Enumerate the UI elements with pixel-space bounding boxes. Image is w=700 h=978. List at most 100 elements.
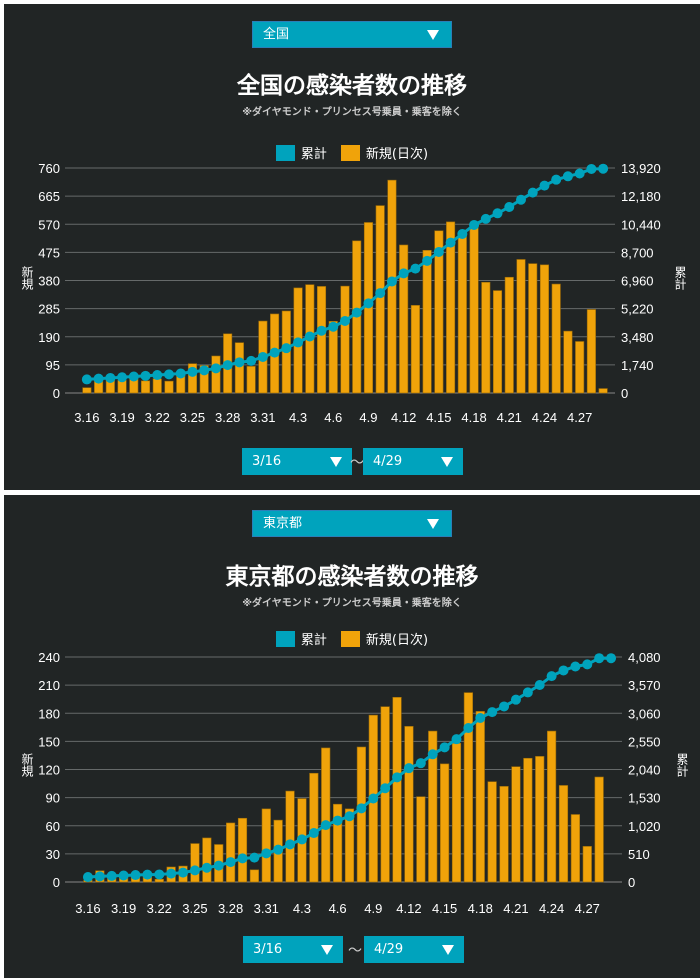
x-axis-tick-label: 4.6	[324, 410, 342, 425]
legend-swatch-cumulative[interactable]	[275, 144, 295, 161]
daily-bar	[422, 250, 432, 394]
cumulative-point	[293, 337, 304, 348]
cumulative-point	[546, 671, 557, 682]
legend-swatch-daily[interactable]	[340, 630, 360, 647]
right-axis-tick-label: 1,020	[628, 819, 661, 834]
cumulative-point	[225, 857, 236, 868]
range-separator: ～	[348, 943, 362, 959]
cumulative-point	[606, 653, 617, 664]
right-axis-tick-label: 12,180	[621, 189, 661, 204]
cumulative-point	[175, 368, 186, 379]
right-axis-tick-label: 1,530	[628, 791, 661, 806]
left-axis-tick-label: 0	[53, 875, 60, 890]
daily-bar	[285, 790, 295, 883]
x-axis-tick-label: 4.18	[461, 410, 486, 425]
cumulative-point	[469, 219, 480, 230]
x-axis-tick-label: 3.19	[111, 901, 136, 916]
legend-swatch-cumulative[interactable]	[275, 630, 295, 647]
cumulative-point	[213, 860, 224, 871]
cumulative-point	[140, 370, 151, 381]
chart-title: 全国の感染者数の推移	[237, 73, 467, 99]
daily-bar	[582, 846, 592, 883]
cumulative-point	[118, 870, 129, 881]
x-axis-tick-label: 3.16	[75, 901, 100, 916]
cumulative-point	[234, 357, 245, 368]
x-axis-tick-label: 4.21	[503, 901, 528, 916]
cumulative-point	[81, 374, 92, 385]
daily-bar	[428, 730, 438, 883]
cumulative-point	[222, 360, 233, 371]
left-axis-tick-label: 120	[38, 763, 60, 778]
region-select[interactable]: 全国	[252, 21, 452, 48]
end-date-select[interactable]: 4/29	[364, 936, 464, 963]
left-axis-tick-label: 190	[38, 330, 60, 345]
left-axis-tick-label: 95	[46, 358, 60, 373]
cumulative-point	[210, 363, 221, 374]
chart-plot: 0 0 30 510 60 1,020 90 1,530 120 2,040 150 2,550 180…	[38, 650, 661, 916]
region-select-value: 全国	[263, 27, 290, 42]
daily-bar	[457, 234, 467, 394]
national-chart-panel: 全国 全国の感染者数の推移 ※ダイヤモンド・プリンセス号乗員・乗客を除く 累計 …	[4, 4, 700, 490]
cumulative-point	[285, 839, 296, 850]
right-axis-tick-label: 13,920	[621, 161, 661, 176]
daily-bar	[440, 763, 450, 883]
x-axis-tick-label: 4.24	[539, 901, 564, 916]
legend: 累計 新規(日次)	[4, 629, 700, 648]
region-select[interactable]: 東京都	[252, 510, 452, 537]
cumulative-point	[269, 347, 280, 358]
legend-swatch-daily[interactable]	[340, 144, 360, 161]
daily-bar	[152, 378, 162, 394]
cumulative-point	[439, 742, 450, 753]
end-date-select[interactable]: 4/29	[363, 448, 463, 475]
legend-label-daily[interactable]: 新規(日次)	[365, 147, 429, 162]
cumulative-point	[598, 163, 609, 174]
cumulative-point	[340, 315, 350, 326]
right-axis-tick-label: 5,220	[621, 302, 654, 317]
cumulative-point	[582, 659, 593, 670]
daily-bar	[551, 283, 561, 394]
daily-bar	[404, 726, 414, 883]
right-axis-tick-label: 8,700	[621, 245, 654, 260]
x-axis-tick-label: 4.15	[432, 901, 457, 916]
daily-bar	[434, 230, 444, 394]
right-axis-tick-label: 3,060	[628, 706, 661, 721]
daily-bar	[261, 808, 271, 883]
cumulative-point	[522, 687, 533, 698]
cumulative-point	[415, 758, 426, 769]
daily-bar	[344, 808, 355, 883]
x-axis-tick-label: 4.18	[468, 901, 493, 916]
start-date-select[interactable]: 3/16	[242, 448, 352, 475]
cumulative-point	[94, 871, 105, 882]
legend-label-cumulative[interactable]: 累計	[300, 633, 327, 648]
left-axis-tick-label: 760	[38, 161, 60, 176]
legend-label-cumulative[interactable]: 累計	[300, 147, 327, 162]
daily-bar	[164, 380, 174, 394]
daily-bar	[463, 692, 473, 883]
cumulative-point	[386, 276, 397, 287]
cumulative-point	[422, 255, 433, 266]
dropdown-arrow-icon	[427, 519, 439, 529]
cumulative-point	[558, 665, 569, 676]
range-separator: ～	[350, 455, 364, 471]
dropdown-arrow-icon	[441, 457, 453, 467]
right-axis-tick-label: 0	[621, 386, 628, 401]
cumulative-point	[562, 171, 573, 182]
daily-bar	[234, 342, 244, 394]
x-axis-tick-label: 3.28	[215, 410, 240, 425]
daily-bar	[340, 285, 350, 394]
x-axis-tick-label: 4.9	[364, 901, 382, 916]
cumulative-point	[403, 763, 414, 774]
right-axis-tick-label: 1,740	[621, 358, 654, 373]
left-axis-tick-label: 30	[46, 847, 60, 862]
legend-label-daily[interactable]: 新規(日次)	[365, 633, 429, 648]
cumulative-point	[351, 307, 362, 318]
start-date-select[interactable]: 3/16	[243, 936, 343, 963]
cumulative-point	[510, 694, 521, 705]
right-axis-tick-label: 4,080	[628, 650, 661, 665]
dropdown-arrow-icon	[321, 945, 333, 955]
x-axis-tick-label: 3.19	[109, 410, 134, 425]
daily-bar	[356, 746, 366, 883]
cumulative-point	[463, 723, 474, 734]
chart-subtitle: ※ダイヤモンド・プリンセス号乗員・乗客を除く	[242, 598, 462, 609]
cumulative-point	[237, 853, 248, 864]
